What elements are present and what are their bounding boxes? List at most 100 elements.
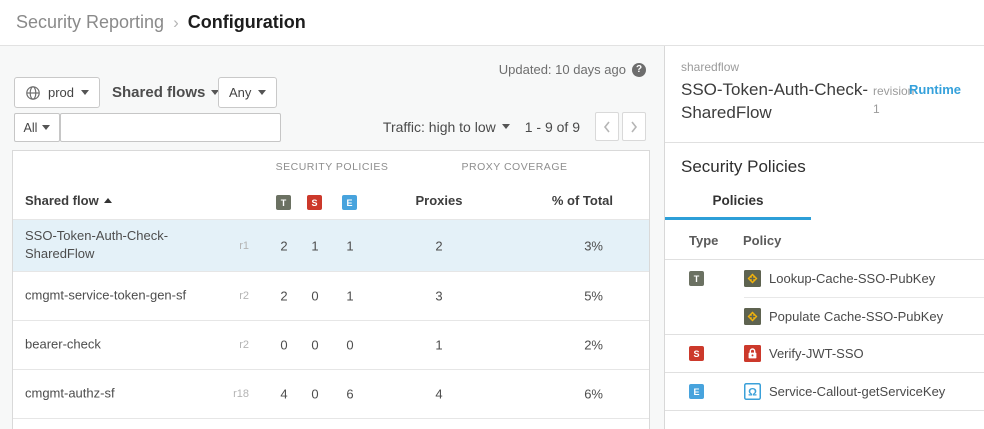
revision-value: 1: [873, 102, 880, 116]
proxies-count: 2: [435, 238, 443, 253]
callout-icon: Ω: [744, 383, 761, 400]
traffic-count: 2: [280, 238, 288, 253]
report-list-pane: Updated: 10 days ago ? prod Shared flows…: [0, 46, 664, 429]
revision-label: revision: [873, 84, 915, 98]
security-count: 0: [311, 386, 319, 402]
table-row[interactable]: bearer-check r2 0 0 0 1 2%: [13, 320, 649, 369]
chevron-right-icon: [630, 121, 638, 133]
tab-policies[interactable]: Policies: [665, 193, 811, 220]
policy-name: Lookup-Cache-SSO-PubKey: [769, 271, 936, 286]
caret-down-icon: [211, 90, 220, 95]
pct-of-total: 5%: [584, 288, 603, 304]
revision-label: r18: [233, 388, 249, 400]
sort-asc-icon: [103, 198, 112, 203]
revision-label: r2: [239, 290, 249, 302]
column-header-shared-flow[interactable]: Shared flow: [25, 193, 112, 208]
policy-name: Verify-JWT-SSO: [769, 346, 864, 361]
scope-dropdown[interactable]: Shared flows: [112, 84, 220, 101]
policy-type-cell: E: [665, 373, 744, 410]
security-count: 0: [311, 337, 319, 353]
shared-flow-name: bearer-check: [25, 336, 101, 352]
proxies-count: 3: [435, 288, 443, 304]
updated-status: Updated: 10 days ago ?: [499, 62, 646, 77]
traffic-count: 2: [280, 288, 288, 304]
shared-flow-name: SSO-Token-Auth-Check-SharedFlow: [25, 227, 169, 262]
shared-flows-table: SECURITY POLICIES PROXY COVERAGE Shared …: [12, 150, 650, 429]
traffic-filter-label: Any: [229, 85, 252, 100]
traffic-sort-label: Traffic: high to low: [382, 118, 496, 135]
traffic-sort-dropdown[interactable]: Traffic: high to low: [383, 119, 510, 135]
revision-block: revision 1: [873, 82, 914, 118]
revision-label: r2: [239, 339, 249, 351]
revision-label: r1: [239, 239, 249, 252]
detail-header: sharedflow SSO-Token-Auth-Check-SharedFl…: [665, 46, 984, 143]
column-header-policy: Policy: [743, 233, 782, 248]
search-scope-dropdown[interactable]: All: [14, 113, 60, 142]
column-header-type: Type: [689, 233, 719, 248]
extension-count: 1: [346, 238, 354, 253]
pager: [595, 112, 646, 141]
policy-item[interactable]: Verify-JWT-SSO: [744, 335, 984, 372]
pct-of-total: 6%: [584, 386, 603, 402]
lock-icon: [744, 345, 761, 362]
extension-policy-badge: E: [342, 195, 357, 210]
caret-down-icon: [501, 124, 510, 129]
policy-group-security: S Verify-JWT-SSO: [665, 335, 984, 373]
group-header-proxy-coverage: PROXY COVERAGE: [461, 161, 568, 173]
traffic-filter-dropdown[interactable]: Any: [218, 77, 278, 108]
security-count: 0: [311, 288, 319, 304]
traffic-policy-badge: T: [276, 195, 291, 210]
pagination-range: 1 - 9 of 9: [524, 118, 580, 135]
caret-down-icon: [42, 125, 51, 130]
environment-label: prod: [48, 85, 75, 100]
column-header-proxies[interactable]: Proxies: [415, 193, 463, 208]
policy-name: Service-Callout-getServiceKey: [769, 384, 946, 399]
help-icon[interactable]: ?: [632, 62, 646, 77]
caret-down-icon: [258, 90, 267, 95]
security-policies-heading: Security Policies: [681, 157, 806, 176]
proxies-count: 1: [435, 337, 443, 353]
column-header-pct-total[interactable]: % of Total: [551, 193, 613, 208]
next-page-button[interactable]: [622, 112, 646, 141]
search-scope-label: All: [23, 120, 38, 135]
updated-text: Updated: 10 days ago: [498, 62, 626, 77]
previous-page-button[interactable]: [595, 112, 619, 141]
entity-type-label: sharedflow: [681, 60, 740, 74]
list-controls: Traffic: high to low 1 - 9 of 9: [383, 112, 646, 141]
traffic-policy-badge: T: [689, 271, 704, 286]
policy-item[interactable]: Ω Service-Callout-getServiceKey: [744, 373, 984, 410]
traffic-count: 0: [280, 337, 288, 353]
traffic-count: 4: [280, 386, 288, 402]
search-input[interactable]: [60, 113, 281, 142]
policy-item[interactable]: Populate Cache-SSO-PubKey: [744, 297, 984, 334]
extension-count: 0: [346, 337, 354, 353]
table-row[interactable]: cmgmt-service-token-gen-sf r2 2 0 1 3 5%: [13, 271, 649, 320]
environment-dropdown[interactable]: prod: [14, 77, 101, 108]
detail-panel: sharedflow SSO-Token-Auth-Check-SharedFl…: [664, 46, 984, 429]
caret-down-icon: [81, 90, 90, 95]
policy-group-extension: E Ω Service-Callout-getServiceKey: [665, 373, 984, 411]
extension-count: 6: [346, 386, 354, 402]
shared-flow-name: cmgmt-service-token-gen-sf: [25, 287, 187, 303]
policy-group-traffic: T Lookup-Cache-SSO-PubKey: [665, 260, 984, 335]
policy-item[interactable]: Lookup-Cache-SSO-PubKey: [744, 260, 984, 297]
table-row-empty: [13, 418, 649, 429]
globe-icon: [25, 85, 41, 101]
policy-type-cell: S: [665, 335, 744, 372]
detail-title: SSO-Token-Auth-Check-SharedFlow: [681, 80, 869, 122]
proxies-count: 4: [435, 386, 443, 402]
security-policy-badge: S: [307, 195, 322, 210]
pct-of-total: 2%: [584, 337, 603, 353]
cache-icon: [744, 307, 761, 325]
policy-name: Populate Cache-SSO-PubKey: [769, 308, 944, 324]
breadcrumb-security-reporting[interactable]: Security Reporting: [16, 12, 165, 32]
runtime-link[interactable]: Runtime: [909, 82, 961, 97]
table-row[interactable]: SSO-Token-Auth-Check-SharedFlow r1 2 1 1…: [13, 219, 649, 271]
chevron-right-separator-icon: ›: [173, 12, 179, 32]
extension-policy-badge: E: [689, 384, 704, 399]
table-header: SECURITY POLICIES PROXY COVERAGE Shared …: [13, 151, 649, 219]
security-policy-badge: S: [689, 346, 704, 361]
table-row[interactable]: cmgmt-authz-sf r18 4 0 6 4 6%: [13, 369, 649, 418]
policy-table-header: Type Policy: [665, 220, 984, 260]
